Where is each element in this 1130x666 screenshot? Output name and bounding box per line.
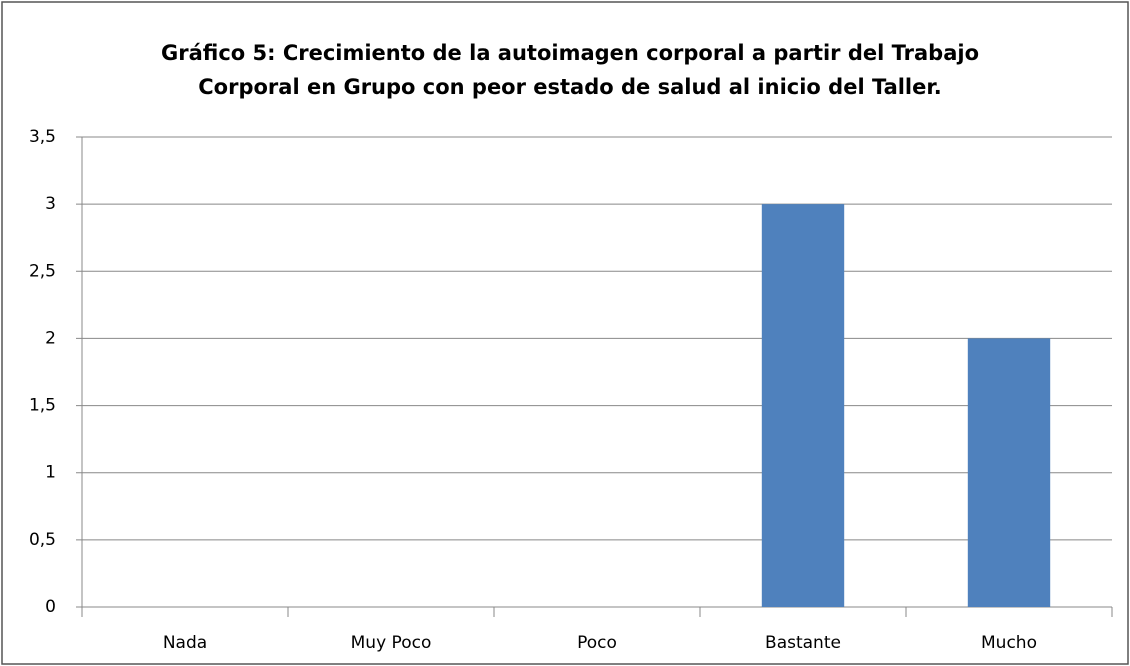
bar [967,338,1051,607]
y-tick-label: 0,5 [29,530,56,550]
y-tick-label: 3,5 [29,127,56,147]
y-tick-label: 3 [45,194,56,214]
x-tick-label: Nada [163,633,207,653]
y-tick-label: 2,5 [29,261,56,281]
y-tick-label: 2 [45,328,56,348]
x-tick-label: Bastante [765,633,841,653]
x-tick-label: Muy Poco [351,633,432,653]
y-tick-label: 1 [45,463,56,483]
y-tick-label: 0 [45,597,56,617]
x-tick-label: Mucho [981,633,1037,653]
y-tick-label: 1,5 [29,396,56,416]
x-tick-label: Poco [577,633,617,653]
chart-title: Gráfico 5: Crecimiento de la autoimagen … [160,41,979,99]
bar [761,204,845,607]
